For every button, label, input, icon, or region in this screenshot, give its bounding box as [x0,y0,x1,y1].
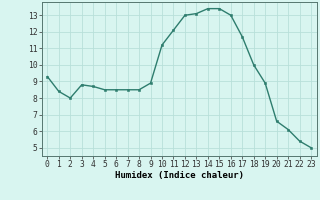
X-axis label: Humidex (Indice chaleur): Humidex (Indice chaleur) [115,171,244,180]
